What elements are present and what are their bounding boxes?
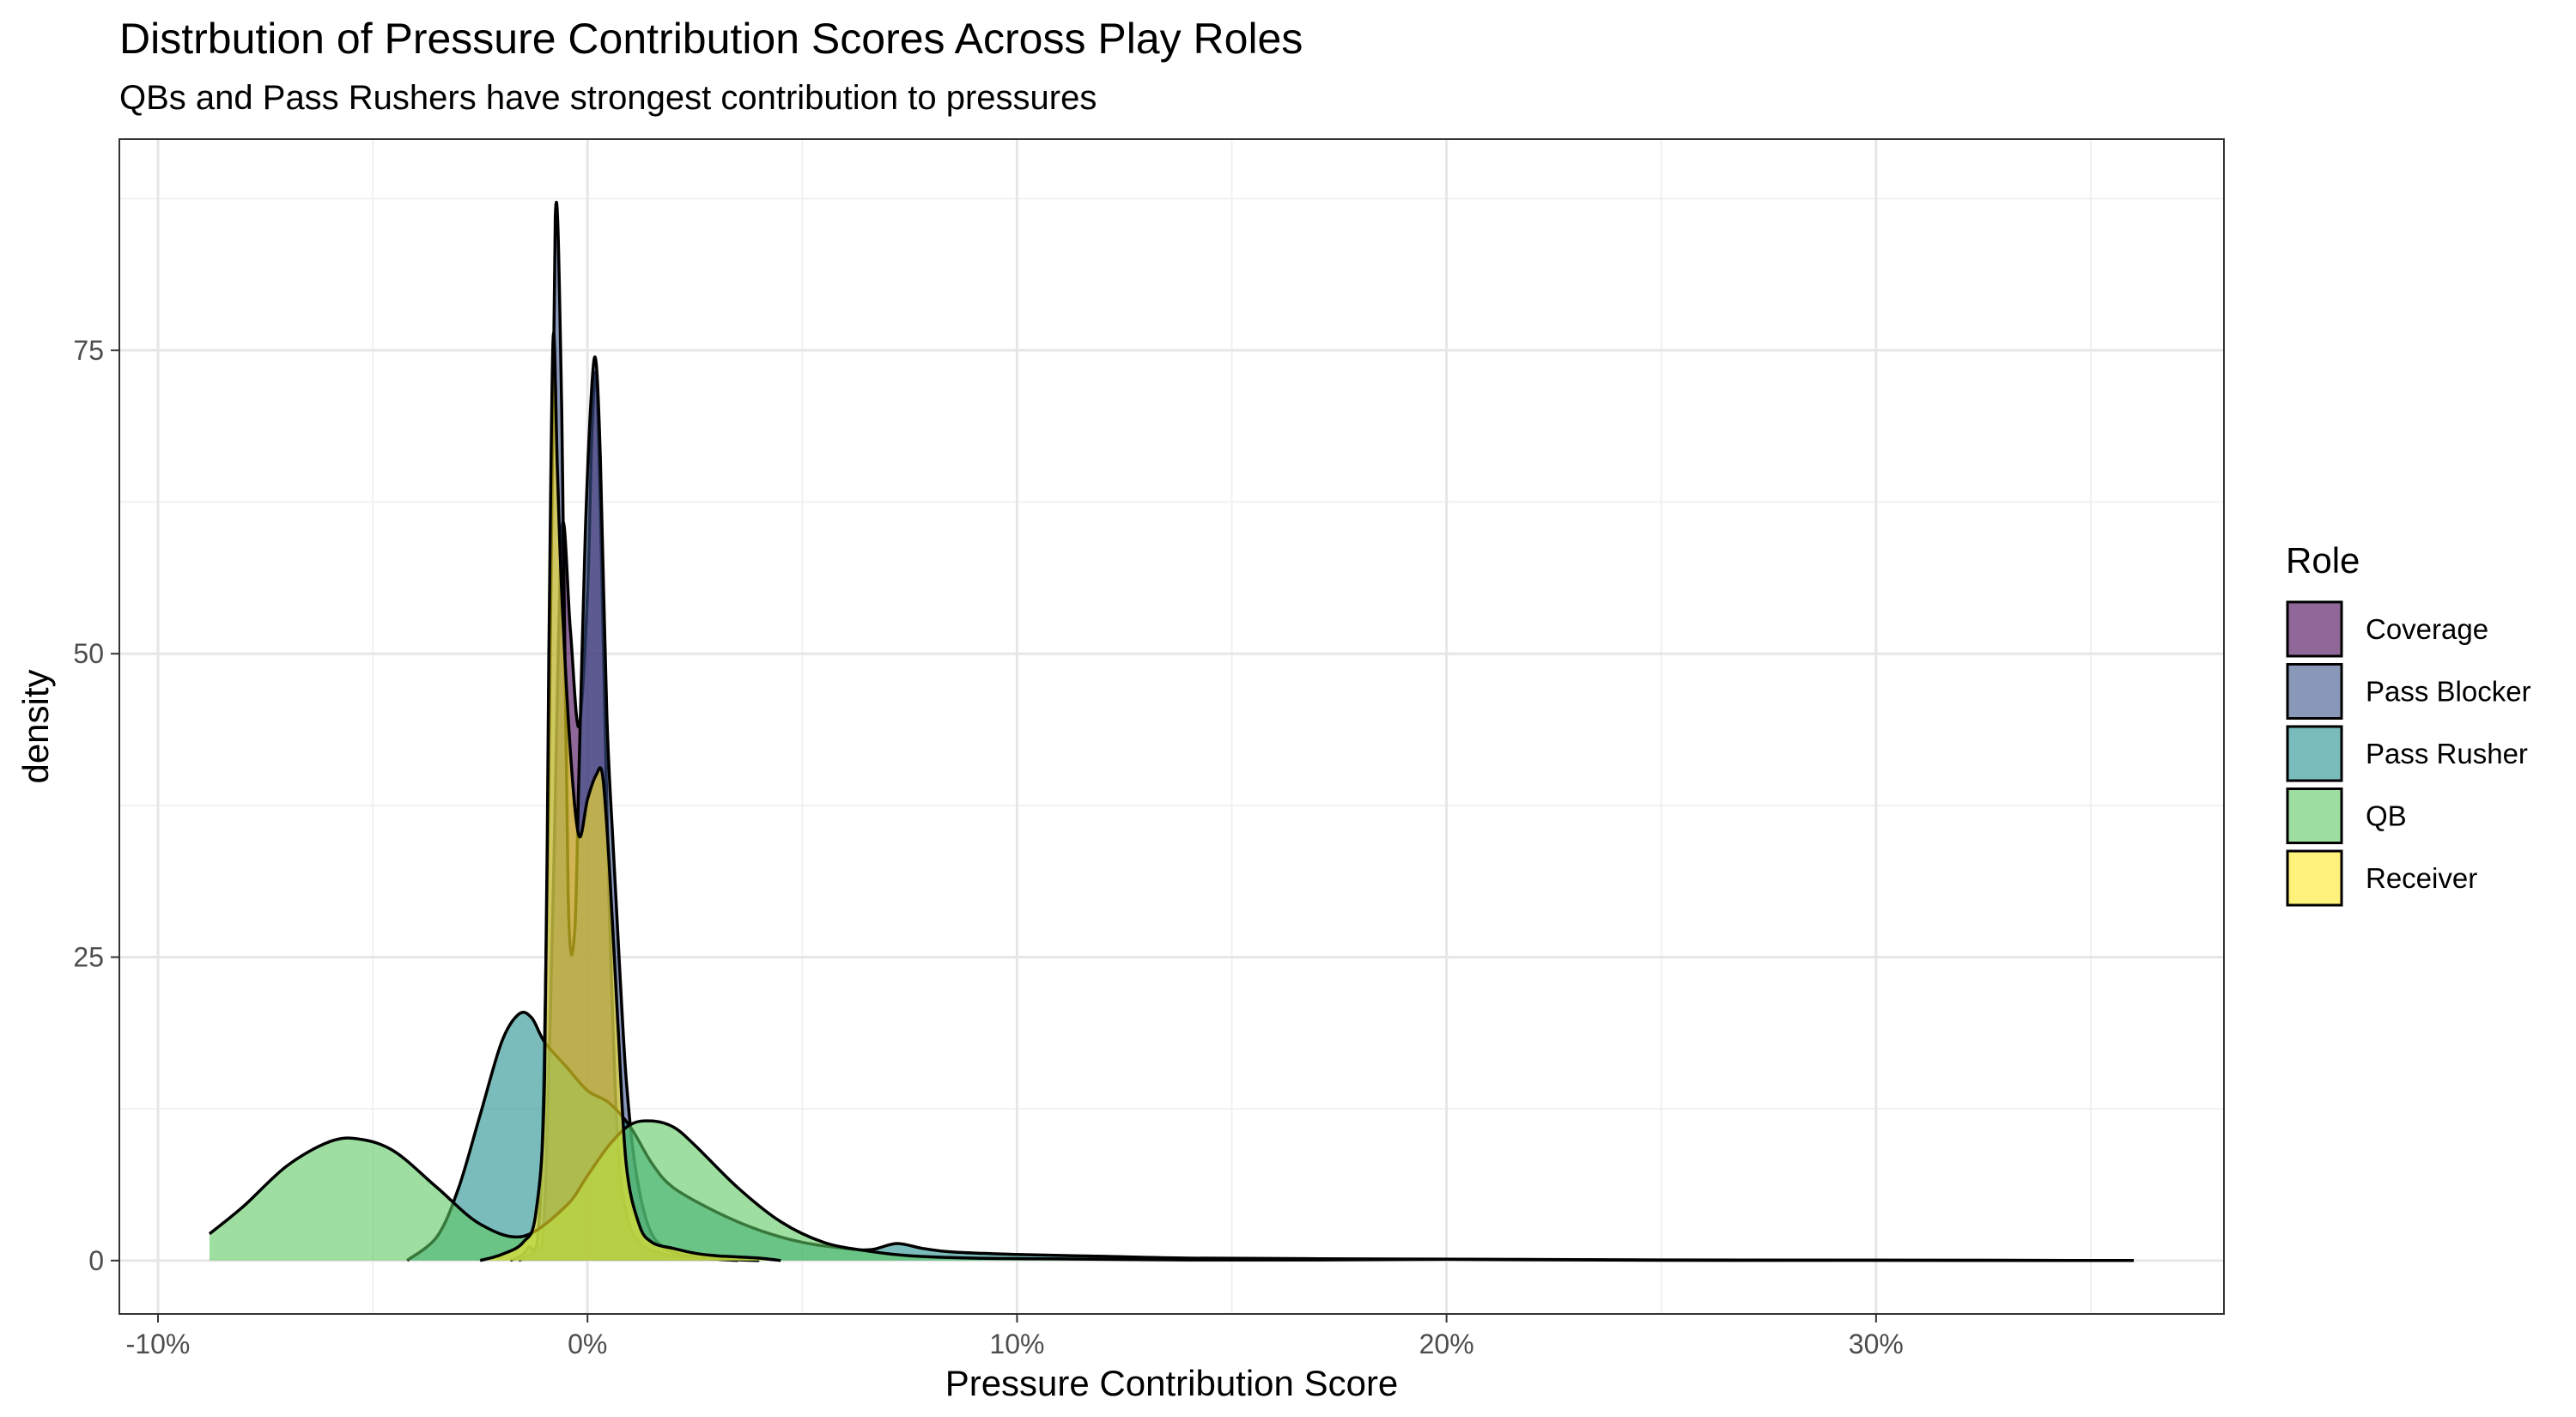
x-tick-label: 20% bbox=[1419, 1329, 1474, 1359]
legend-key-qb bbox=[2286, 788, 2343, 844]
y-tick-label: 75 bbox=[73, 335, 104, 366]
legend-label-pass-rusher: Pass Rusher bbox=[2366, 738, 2528, 769]
x-tick-label: -10% bbox=[126, 1329, 191, 1359]
legend-label-qb: QB bbox=[2366, 800, 2407, 832]
chart-title: Distrbution of Pressure Contribution Sco… bbox=[119, 15, 1303, 63]
x-tick-label: 30% bbox=[1849, 1329, 1904, 1359]
density-line-qb bbox=[208, 1119, 2135, 1262]
density-area-receiver bbox=[480, 333, 781, 1261]
legend: Role Coverage Pass Blocker Pass Rusher QB Re… bbox=[2286, 540, 2531, 907]
legend-key-pass-rusher bbox=[2286, 725, 2343, 782]
y-tick-label: 0 bbox=[88, 1245, 104, 1276]
chart-subtitle: QBs and Pass Rushers have strongest cont… bbox=[119, 79, 1097, 117]
x-tick-label: 10% bbox=[989, 1329, 1044, 1359]
legend-key-coverage bbox=[2286, 600, 2343, 658]
x-axis: -10% 0% 10% 20% 30% bbox=[126, 1314, 1904, 1359]
legend-key-pass-blocker bbox=[2286, 663, 2343, 720]
y-axis-title: density bbox=[15, 669, 56, 783]
legend-key-receiver bbox=[2286, 849, 2343, 907]
density-areas bbox=[208, 200, 2135, 1262]
x-tick-label: 0% bbox=[568, 1329, 607, 1359]
legend-label-pass-blocker: Pass Blocker bbox=[2366, 676, 2531, 708]
plot-panel bbox=[119, 139, 2224, 1314]
legend-label-receiver: Receiver bbox=[2366, 862, 2477, 894]
grid-minor bbox=[119, 139, 2224, 1314]
y-tick-label: 50 bbox=[73, 638, 104, 669]
density-area-qb bbox=[210, 1121, 2134, 1261]
panel-border bbox=[118, 138, 2225, 1315]
y-axis: 0 25 50 75 bbox=[73, 335, 119, 1276]
density-line-receiver bbox=[479, 331, 781, 1262]
legend-label-coverage: Coverage bbox=[2366, 613, 2488, 645]
y-tick-label: 25 bbox=[73, 942, 104, 973]
legend-title: Role bbox=[2286, 540, 2360, 581]
x-axis-title: Pressure Contribution Score bbox=[945, 1363, 1399, 1403]
